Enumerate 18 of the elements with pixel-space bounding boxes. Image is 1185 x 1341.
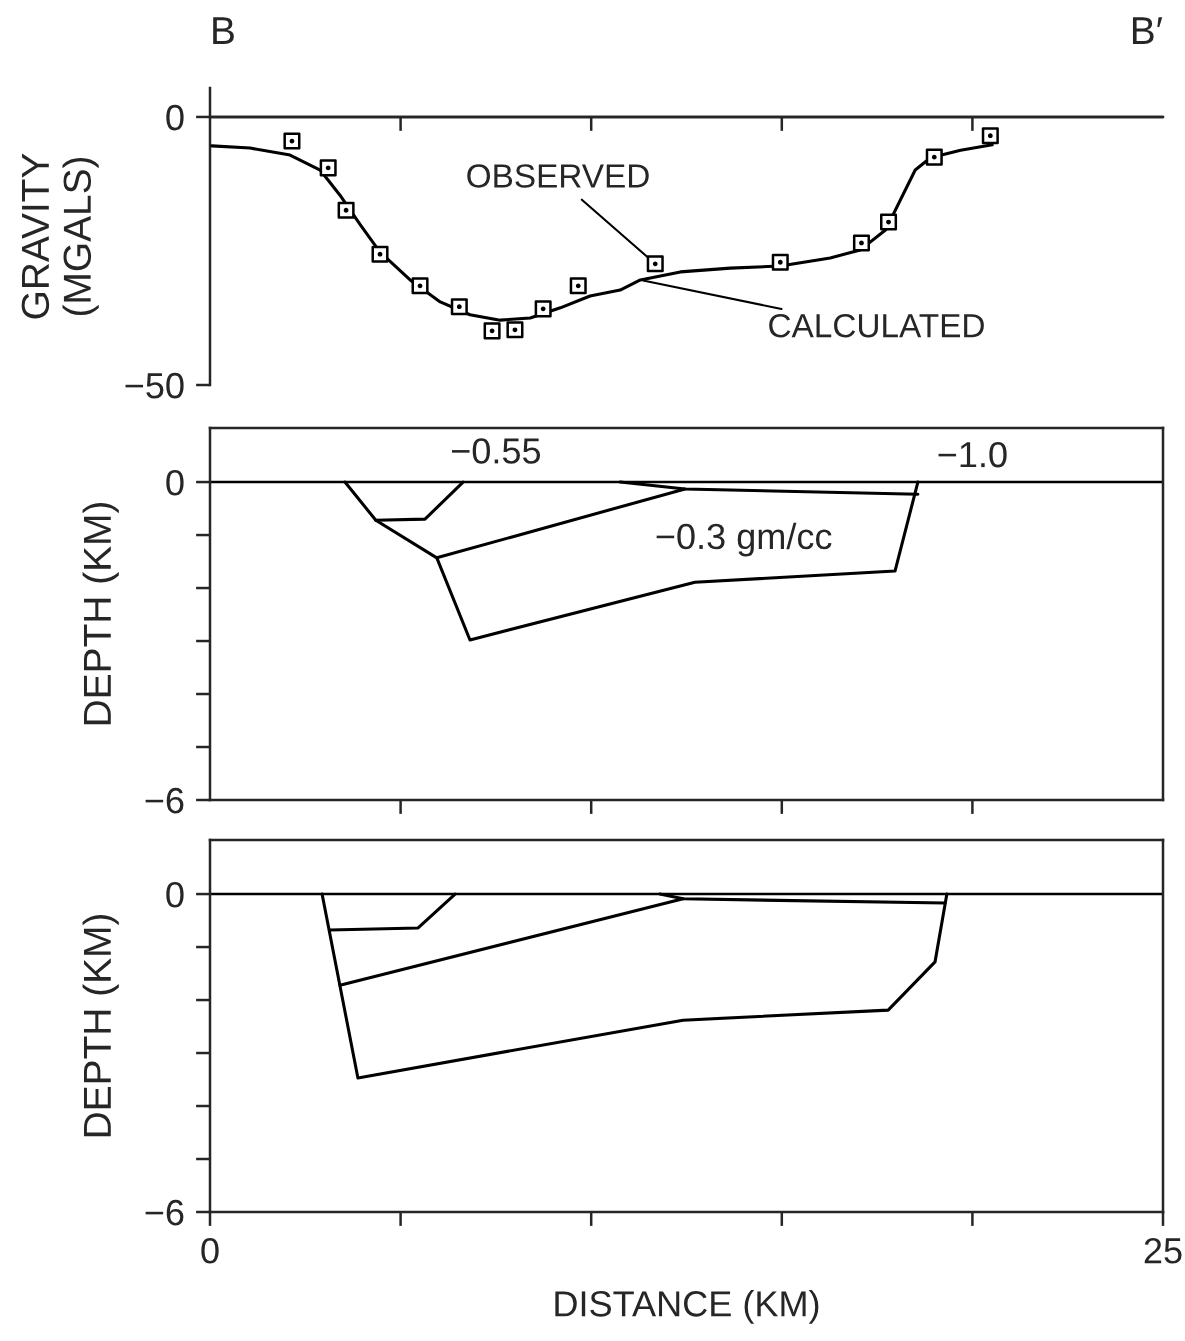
y-tick-label: −6 [145, 787, 184, 814]
text: OBSERVED [467, 164, 649, 188]
y-tick-label: 0 [166, 881, 184, 908]
series-label: CALCULATED [769, 313, 984, 338]
y-axis-title: GRAVITY (MGALS) [21, 153, 99, 319]
text: B′ [1132, 17, 1163, 44]
y-axis-title: DEPTH (KM) [82, 914, 119, 1137]
annotation: −0.3 gm/cc [656, 522, 832, 557]
annotation: −0.55 [452, 438, 541, 464]
y-tick-label: 0 [166, 104, 184, 131]
y-axis-title: DEPTH (KM) [82, 502, 119, 725]
x-tick-label: 25 [1144, 1237, 1182, 1264]
text: B [213, 17, 234, 44]
y-tick-label: −50 [125, 372, 184, 399]
x-axis-title: DISTANCE (KM) [555, 1290, 819, 1324]
y-tick-label: −6 [145, 1199, 184, 1226]
y-tick-label: 0 [166, 469, 184, 496]
annotation: −1.0 [938, 441, 1007, 468]
